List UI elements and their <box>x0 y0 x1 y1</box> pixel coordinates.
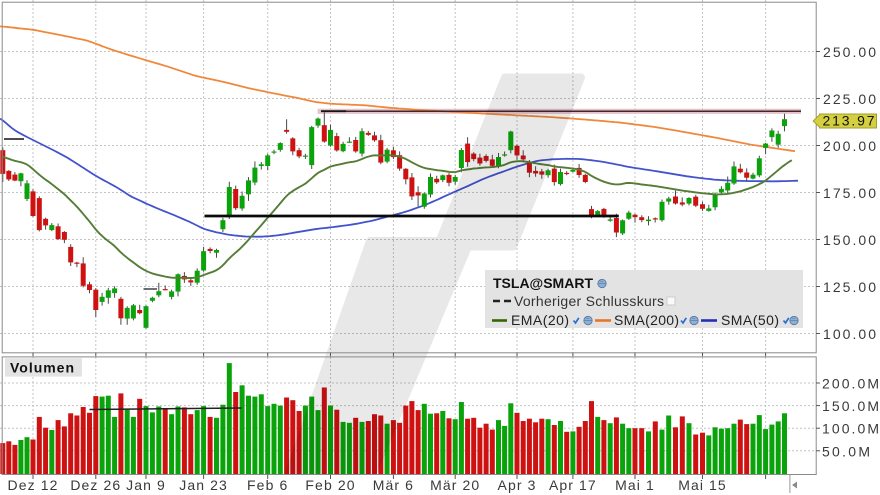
svg-text:Apr 17: Apr 17 <box>549 477 597 493</box>
svg-text:Vorheriger Schlusskurs: Vorheriger Schlusskurs <box>514 293 664 309</box>
svg-text:175.00: 175.00 <box>823 185 876 201</box>
svg-text:Jan 23: Jan 23 <box>179 477 228 493</box>
svg-text:Apr 3: Apr 3 <box>498 477 537 493</box>
svg-text:150.00: 150.00 <box>823 232 876 248</box>
svg-text:Mai 15: Mai 15 <box>678 477 727 493</box>
svg-text:250.00: 250.00 <box>823 44 876 60</box>
svg-text:EMA(20): EMA(20) <box>511 312 569 328</box>
svg-text:Volumen: Volumen <box>10 359 74 375</box>
svg-text:200.00: 200.00 <box>823 138 876 154</box>
svg-text:Dez 12: Dez 12 <box>8 477 59 493</box>
svg-text:TSLA@SMART: TSLA@SMART <box>493 275 593 291</box>
svg-text:Mär 20: Mär 20 <box>430 477 480 493</box>
svg-text:213.97: 213.97 <box>823 113 875 129</box>
svg-text:Feb 20: Feb 20 <box>305 477 355 493</box>
svg-text:Mär 6: Mär 6 <box>373 477 414 493</box>
svg-text:100.00: 100.00 <box>823 326 876 342</box>
svg-text:Mai 1: Mai 1 <box>615 477 655 493</box>
svg-text:125.00: 125.00 <box>823 279 876 295</box>
svg-text:SMA(200): SMA(200) <box>614 312 679 328</box>
svg-text:225.00: 225.00 <box>823 91 876 107</box>
svg-text:50.0M: 50.0M <box>822 443 870 459</box>
svg-text:Feb 6: Feb 6 <box>247 477 288 493</box>
svg-text:Jan 9: Jan 9 <box>126 477 166 493</box>
svg-text:Dez 26: Dez 26 <box>70 477 121 493</box>
svg-text:SMA(50): SMA(50) <box>721 312 779 328</box>
